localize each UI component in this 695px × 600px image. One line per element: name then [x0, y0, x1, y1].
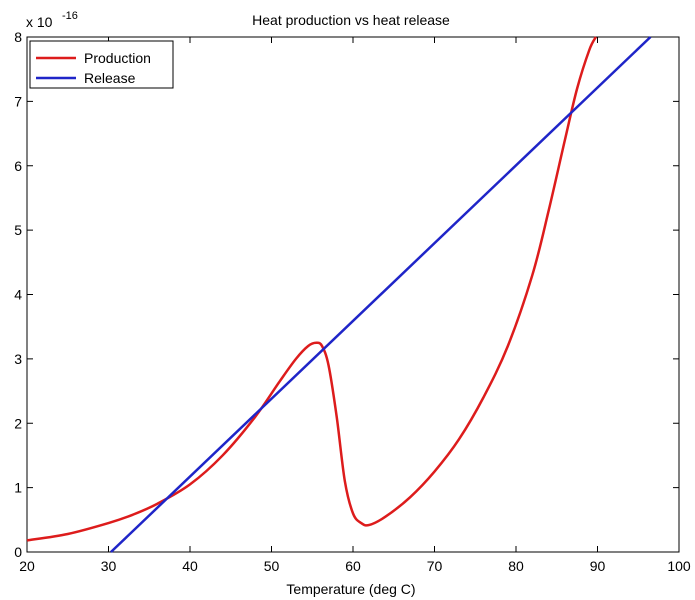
- x-tick-label: 70: [427, 558, 443, 574]
- y-tick-label: 0: [14, 544, 22, 560]
- y-exponent-power: -16: [62, 10, 78, 22]
- y-tick-label: 3: [14, 351, 22, 367]
- legend-label-release: Release: [84, 70, 136, 86]
- x-tick-label: 90: [590, 558, 606, 574]
- y-tick-label: 2: [14, 415, 22, 431]
- x-tick-label: 80: [508, 558, 524, 574]
- x-axis-label: Temperature (deg C): [286, 581, 415, 597]
- legend-box: [29, 40, 174, 89]
- x-axis-ticks: 20 30 40 50 60 70 80 90 100: [19, 37, 691, 574]
- x-tick-label: 30: [101, 558, 117, 574]
- y-tick-label: 6: [14, 158, 22, 174]
- x-tick-label: 100: [667, 558, 691, 574]
- y-tick-label: 5: [14, 222, 22, 238]
- y-tick-label: 7: [14, 93, 22, 109]
- chart-title: Heat production vs heat release: [252, 12, 450, 28]
- series-layer: [26, 36, 652, 553]
- y-axis-ticks: 0 1 2 3 4 5 6 7 8: [14, 29, 679, 560]
- legend: Production Release: [29, 40, 174, 89]
- x-tick-label: 50: [264, 558, 280, 574]
- y-tick-label: 8: [14, 29, 22, 45]
- series-line-production: [26, 36, 597, 542]
- x-tick-label: 20: [19, 558, 35, 574]
- y-tick-label: 4: [14, 287, 22, 303]
- x-tick-label: 40: [182, 558, 198, 574]
- series-line-release: [110, 36, 652, 553]
- legend-label-production: Production: [84, 50, 151, 66]
- x-tick-label: 60: [345, 558, 361, 574]
- y-tick-label: 1: [14, 480, 22, 496]
- y-exponent-base: x 10: [26, 14, 53, 30]
